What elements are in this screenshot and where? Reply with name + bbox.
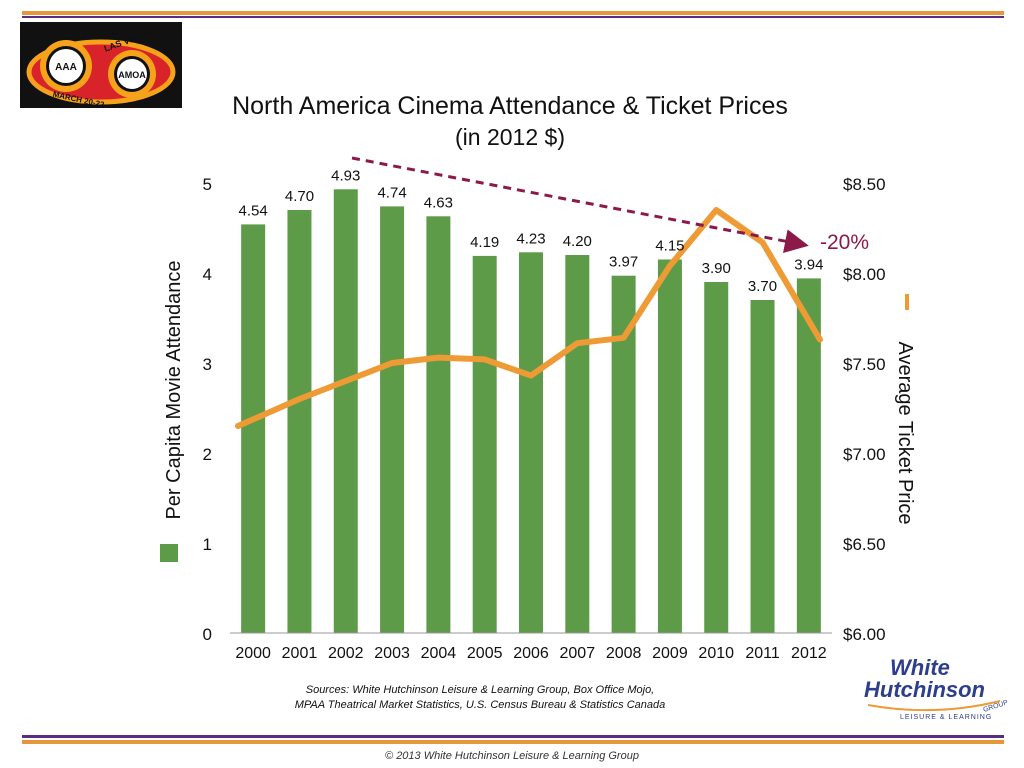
bar-2003: [380, 206, 405, 633]
copyright-note: © 2013 White Hutchinson Leisure & Learni…: [385, 750, 639, 762]
bar-data-label: 4.19: [470, 234, 499, 251]
bar-2007: [565, 255, 590, 633]
bar-data-label: 4.23: [516, 230, 545, 247]
x-tick-label: 2008: [606, 645, 642, 662]
bar-2009: [657, 259, 682, 633]
bar-data-label: 4.15: [655, 238, 684, 255]
bar-data-label: 3.90: [702, 260, 731, 277]
bar-2011: [750, 300, 775, 633]
y2-tick-label: $6.00: [843, 625, 886, 644]
trend-annotation: -20%: [820, 231, 869, 254]
bottom-purple-rule: [22, 735, 1004, 738]
sources-note: Sources: White Hutchinson Leisure & Lear…: [240, 683, 720, 713]
brand-tagline: LEISURE & LEARNING: [900, 714, 992, 721]
x-tick-label: 2012: [791, 645, 827, 662]
x-tick-label: 2003: [374, 645, 410, 662]
top-orange-rule: [22, 11, 1004, 15]
x-tick-label: 2011: [745, 645, 780, 662]
x-tick-label: 2005: [467, 645, 503, 662]
y-tick-label: 1: [203, 535, 212, 554]
y2-tick-label: $8.50: [843, 175, 886, 194]
y-tick-label: 0: [203, 625, 212, 644]
bar-2004: [426, 216, 451, 634]
logo-org2: AMOA: [118, 70, 146, 80]
y-tick-label: 5: [203, 175, 212, 194]
legend-swatch-attendance: [160, 544, 178, 562]
x-tick-label: 2004: [421, 645, 457, 662]
event-logo: AAA AMOA LAS VEGAS, NV MARCH 20-22: [20, 21, 182, 110]
bar-data-label: 3.70: [748, 278, 777, 295]
y-tick-label: 3: [203, 355, 212, 374]
brand-logo: White Hutchinson LEISURE & LEARNING GROU…: [860, 655, 1010, 725]
y-tick-label: 4: [203, 265, 212, 284]
sources-line-2: MPAA Theatrical Market Statistics, U.S. …: [294, 699, 666, 711]
bar-data-label: 4.74: [377, 184, 406, 201]
bar-2001: [287, 210, 312, 633]
x-tick-label: 2001: [282, 645, 318, 662]
x-tick-label: 2002: [328, 645, 364, 662]
bar-2002: [333, 189, 358, 634]
brand-line-1: White: [890, 655, 950, 680]
bar-data-label: 4.54: [239, 202, 268, 219]
brand-line-2: Hutchinson: [864, 677, 985, 702]
bar-data-label: 4.63: [424, 194, 453, 211]
top-purple-rule: [22, 16, 1004, 18]
y2-tick-label: $7.50: [843, 355, 886, 374]
chart-subtitle: (in 2012 $): [455, 124, 565, 150]
logo-org1: AAA: [55, 62, 77, 73]
y-axis-label: Per Capita Movie Attendance: [163, 260, 185, 519]
bar-data-label: 4.20: [563, 233, 592, 250]
y2-tick-label: $8.00: [843, 265, 886, 284]
y2-tick-label: $6.50: [843, 535, 886, 554]
bottom-orange-rule: [22, 740, 1004, 744]
x-tick-label: 2006: [513, 645, 549, 662]
bar-data-label: 3.97: [609, 254, 638, 271]
bar-2010: [704, 282, 729, 633]
sources-line-1: Sources: White Hutchinson Leisure & Lear…: [305, 684, 655, 696]
y2-tick-label: $7.00: [843, 445, 886, 464]
bar-data-label: 4.93: [331, 167, 360, 184]
y-tick-label: 2: [203, 445, 212, 464]
x-tick-label: 2000: [235, 645, 271, 662]
trend-arrow: [351, 156, 809, 253]
ticket-price-line: [235, 207, 823, 429]
bar-data-label: 3.94: [794, 256, 823, 273]
chart-title: North America Cinema Attendance & Ticket…: [232, 92, 788, 120]
x-tick-label: 2007: [560, 645, 596, 662]
bar-data-label: 4.70: [285, 188, 314, 205]
brand-swoosh: [867, 700, 1001, 712]
bar-2005: [472, 255, 497, 633]
y2-axis-label: Average Ticket Price: [894, 341, 916, 524]
x-tick-label: 2009: [652, 645, 688, 662]
bar-2006: [519, 252, 543, 634]
x-tick-label: 2010: [698, 645, 734, 662]
bar-2000: [241, 224, 266, 633]
